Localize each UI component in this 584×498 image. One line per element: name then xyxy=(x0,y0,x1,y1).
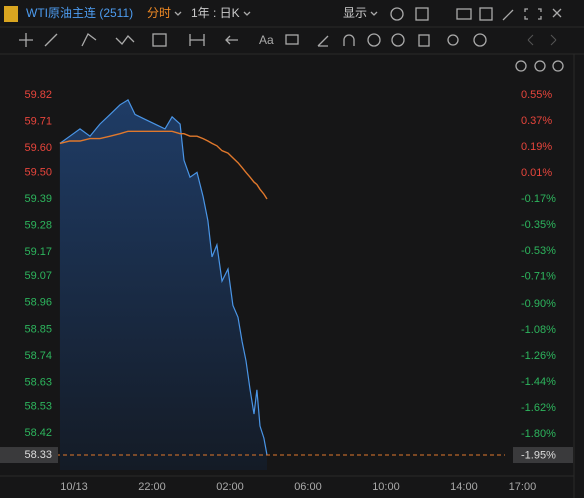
y-tick-label: 58.63 xyxy=(24,376,52,388)
settings-icon[interactable] xyxy=(390,7,404,21)
symbol[interactable]: WTI原油主连 (2511) xyxy=(26,5,133,20)
move-icon[interactable] xyxy=(19,33,33,47)
line-icon[interactable] xyxy=(44,33,58,47)
flag-icon xyxy=(4,6,18,22)
price-line xyxy=(59,99,268,456)
current-pct-box xyxy=(513,447,573,464)
display[interactable]: 显示 xyxy=(343,6,367,20)
y-tick-label: 58.96 xyxy=(24,297,52,309)
y2-tick-label: 0.37% xyxy=(521,115,552,127)
pen-icon[interactable] xyxy=(502,9,514,21)
fib-icon[interactable] xyxy=(152,33,167,47)
expand-icon[interactable] xyxy=(524,8,542,20)
x-tick-label: 10:00 xyxy=(372,481,400,493)
y2-tick-label: -1.26% xyxy=(521,350,556,362)
x-tick-label: 10/13 xyxy=(60,481,88,493)
zoom-in-icon[interactable] xyxy=(552,60,564,72)
y2-tick-label: -0.35% xyxy=(521,219,556,231)
tool-settings-icon[interactable] xyxy=(473,33,487,47)
y2-tick-label: 0.01% xyxy=(521,167,552,179)
undo-redo[interactable] xyxy=(527,34,557,46)
edit-icon[interactable] xyxy=(479,7,493,21)
mode[interactable]: 分时 xyxy=(147,6,171,20)
eye-icon[interactable] xyxy=(367,33,381,47)
angle-icon[interactable] xyxy=(317,35,329,47)
y2-tick-label: -0.17% xyxy=(521,193,556,205)
hide-icon[interactable] xyxy=(391,33,405,47)
y2-tick-label: -1.95% xyxy=(521,449,556,461)
wave-icon[interactable] xyxy=(115,35,135,45)
delete-icon[interactable] xyxy=(418,34,430,47)
x-tick-label: 22:00 xyxy=(138,481,166,493)
y2-tick-label: -1.08% xyxy=(521,324,556,336)
caret xyxy=(174,11,182,16)
x-tick-label: 17:00 xyxy=(509,481,537,493)
y-tick-label: 59.71 xyxy=(24,116,52,128)
y-tick-label: 58.42 xyxy=(24,427,52,439)
camera-icon[interactable] xyxy=(456,8,472,20)
square-icon[interactable] xyxy=(415,7,429,21)
collapse-icon[interactable] xyxy=(552,8,562,18)
magnet-icon[interactable] xyxy=(343,34,355,46)
y-tick-label: 59.07 xyxy=(24,270,52,282)
y-tick-label: 59.39 xyxy=(24,193,52,205)
y-tick-label: 58.33 xyxy=(24,449,52,461)
measure-icon[interactable] xyxy=(189,34,205,46)
y-tick-label: 59.60 xyxy=(24,142,52,154)
y-tick-label: 59.82 xyxy=(24,89,52,101)
average-line xyxy=(59,130,268,200)
y-tick-label: 58.53 xyxy=(24,401,52,413)
x-tick-label: 02:00 xyxy=(216,481,244,493)
y2-tick-label: -1.80% xyxy=(521,428,556,440)
y2-tick-label: -0.90% xyxy=(521,298,556,310)
y2-tick-label: 0.55% xyxy=(521,89,552,101)
link-icon[interactable] xyxy=(447,34,459,46)
y2-tick-label: -0.53% xyxy=(521,245,556,257)
text-tool[interactable]: Aa xyxy=(259,33,274,47)
trend-icon[interactable] xyxy=(81,33,97,47)
period[interactable]: 1年 : 日K xyxy=(191,6,240,20)
x-tick-label: 14:00 xyxy=(450,481,478,493)
y2-tick-label: 0.19% xyxy=(521,141,552,153)
toolbar: WTI原油主连 (2511) 分时 1年 : 日K 显示 Aa xyxy=(0,5,584,498)
y-tick-label: 58.74 xyxy=(24,350,52,362)
y-tick-label: 59.28 xyxy=(24,219,52,231)
area xyxy=(59,99,268,471)
plot: 59.82 59.71 59.60 59.50 59.39 59.28 59.17 59.07… xyxy=(0,89,574,493)
zoom-out-icon[interactable] xyxy=(534,60,546,72)
y2-tick-label: -1.62% xyxy=(521,402,556,414)
y-tick-label: 58.85 xyxy=(24,323,52,335)
y2-tick-label: -0.71% xyxy=(521,271,556,283)
y2-tick-label: -1.44% xyxy=(521,376,556,388)
arrow-icon[interactable] xyxy=(225,35,238,45)
caret xyxy=(370,11,378,16)
x-tick-label: 06:00 xyxy=(294,481,322,493)
y-tick-label: 59.50 xyxy=(24,166,52,178)
current-price-box xyxy=(0,447,58,464)
y-tick-label: 59.17 xyxy=(24,246,52,258)
caret xyxy=(243,11,251,16)
note-icon[interactable] xyxy=(285,34,299,45)
reset-icon[interactable] xyxy=(515,60,527,72)
